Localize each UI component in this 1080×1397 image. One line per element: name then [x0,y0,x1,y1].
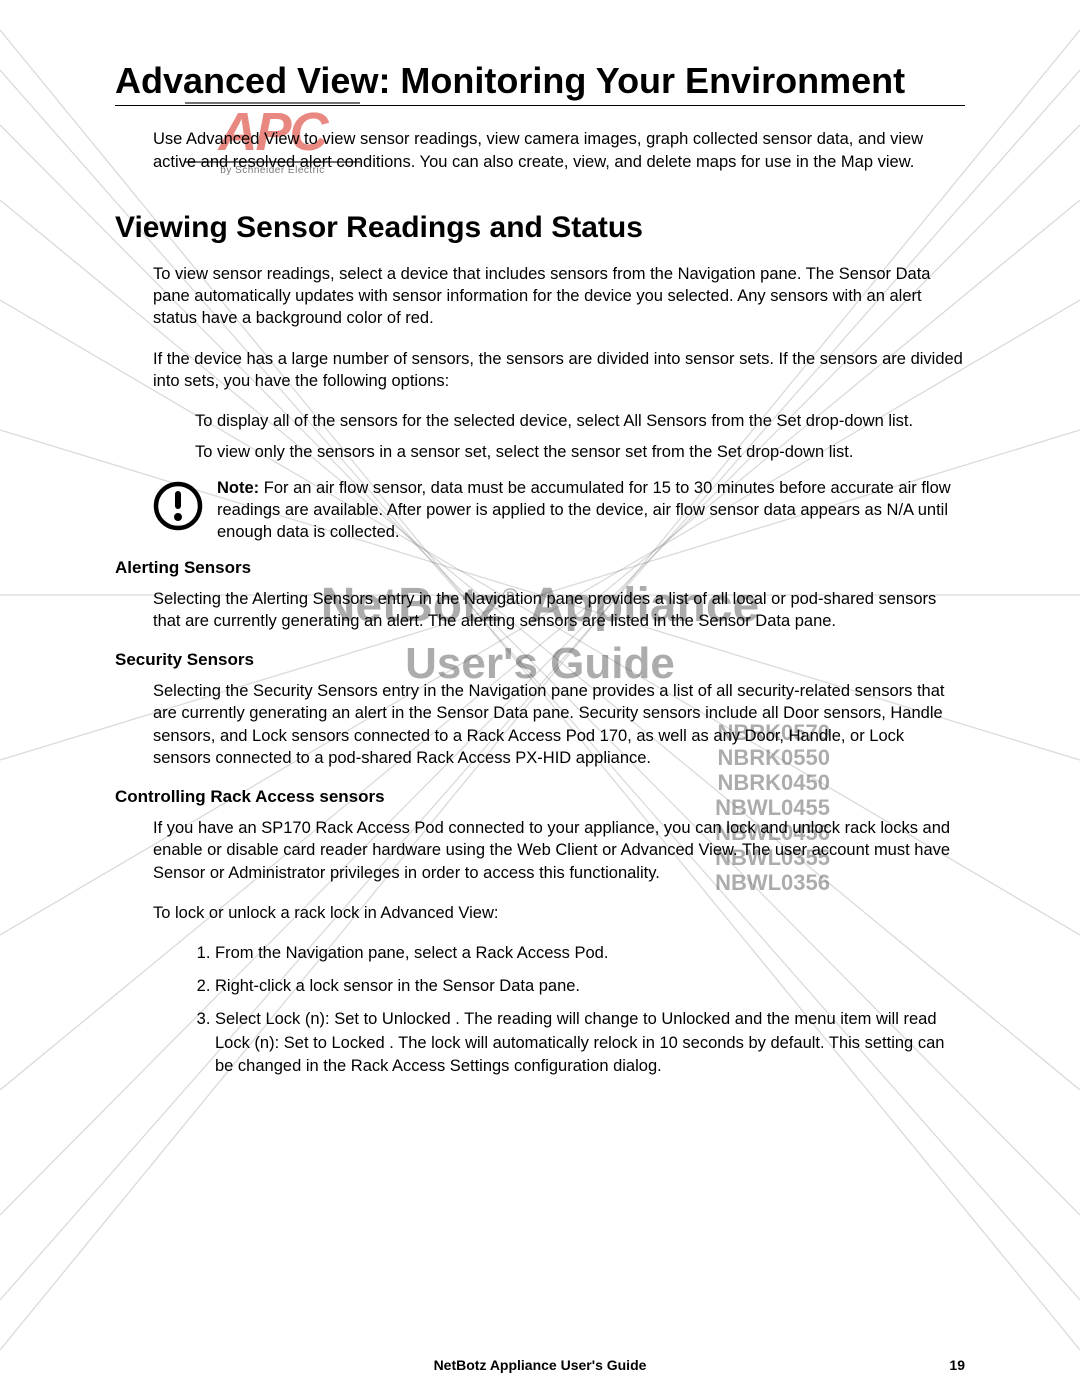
subhead-alerting: Alerting Sensors [115,558,965,578]
section-heading-viewing: Viewing Sensor Readings and Status [115,211,965,245]
footer-page-number: 19 [949,1357,965,1373]
section1-p1: To view sensor readings, select a device… [153,263,965,330]
security-p: Selecting the Security Sensors entry in … [153,680,965,769]
intro-paragraph: Use Advanced View to view sensor reading… [153,128,965,173]
footer-title: NetBotz Appliance User's Guide [434,1357,647,1373]
section1-option-2: To view only the sensors in a sensor set… [195,441,965,463]
subhead-security: Security Sensors [115,650,965,670]
note-text: Note: For an air flow sensor, data must … [217,477,965,544]
note-label: Note: [217,479,259,497]
rack-step-1: From the Navigation pane, select a Rack … [215,942,965,965]
subhead-rack: Controlling Rack Access sensors [115,787,965,807]
note-body: For an air flow sensor, data must be acc… [217,479,951,542]
title-rule [115,105,965,106]
rack-step-2: Right-click a lock sensor in the Sensor … [215,975,965,998]
rack-p2: To lock or unlock a rack lock in Advance… [153,902,965,924]
page-footer: NetBotz Appliance User's Guide 19 [0,1357,1080,1373]
rack-p1: If you have an SP170 Rack Access Pod con… [153,817,965,884]
rack-steps: From the Navigation pane, select a Rack … [195,942,965,1077]
page-content: Advanced View: Monitoring Your Environme… [0,0,1080,1132]
section1-options: To display all of the sensors for the se… [195,410,965,463]
section1-p2: If the device has a large number of sens… [153,348,965,393]
note-block: Note: For an air flow sensor, data must … [153,477,965,544]
page-title: Advanced View: Monitoring Your Environme… [115,60,965,101]
rack-step-3: Select Lock (n): Set to Unlocked . The r… [215,1008,965,1077]
alerting-p: Selecting the Alerting Sensors entry in … [153,588,965,633]
section1-option-1: To display all of the sensors for the se… [195,410,965,432]
alert-icon [153,481,203,531]
